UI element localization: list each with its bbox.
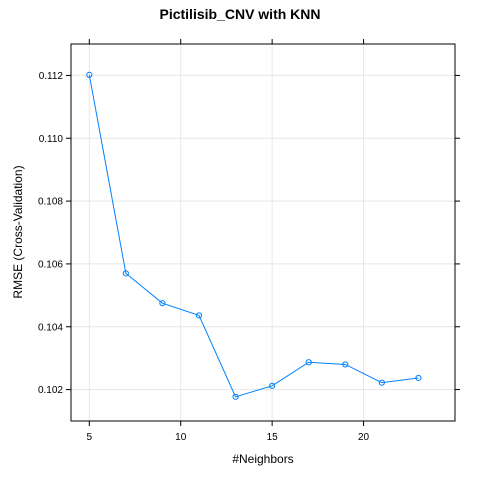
- y-tick-label: 0.112: [39, 71, 64, 82]
- y-tick-label: 0.106: [38, 259, 63, 270]
- x-tick-label: 5: [87, 432, 93, 443]
- y-tick-label: 0.108: [38, 197, 63, 208]
- chart-title: Pictilisib_CNV with KNN: [159, 6, 320, 22]
- data-point: [342, 361, 349, 368]
- data-point: [122, 270, 129, 277]
- data-point: [415, 374, 422, 382]
- x-axis-label: #Neighbors: [232, 452, 293, 466]
- x-tick-label: 15: [267, 432, 279, 443]
- series-line: [88, 74, 419, 398]
- data-point: [305, 359, 312, 366]
- grid-lines: [71, 44, 455, 421]
- x-tick-label: 10: [175, 432, 187, 443]
- data-point: [86, 71, 93, 78]
- axis-ticks: 5 10 15 20 0.102 0.104 0.106 0.108 0.110 0.112: [38, 39, 460, 443]
- data-series: [86, 71, 422, 400]
- y-tick-label: 0.102: [38, 385, 63, 396]
- data-point: [269, 382, 276, 389]
- y-axis-label: RMSE (Cross-Validation): [11, 165, 25, 298]
- data-point: [159, 300, 166, 307]
- data-point: [232, 393, 239, 400]
- data-point: [378, 379, 385, 386]
- plot-frame: [70, 43, 456, 422]
- y-tick-label: 0.104: [38, 322, 63, 333]
- x-tick-label: 20: [358, 432, 370, 443]
- y-tick-label: 0.110: [39, 134, 64, 145]
- data-point: [195, 312, 203, 319]
